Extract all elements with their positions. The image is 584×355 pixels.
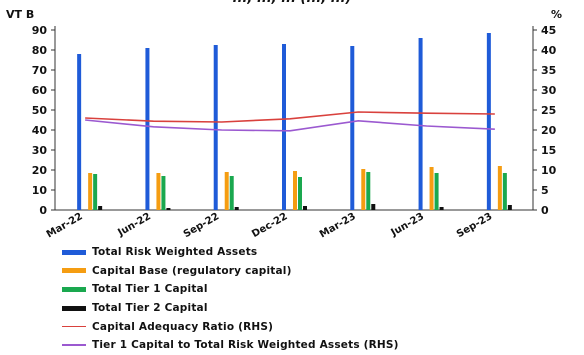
legend-label: Total Tier 1 Capital <box>92 283 208 296</box>
legend-label: Capital Adequacy Ratio (RHS) <box>92 320 274 333</box>
bar-2-mar-22 <box>93 174 98 210</box>
bar-3-dec-22 <box>303 206 307 210</box>
bar-3-sep-22 <box>234 207 239 210</box>
bar-2-jun-23 <box>434 173 439 210</box>
legend-swatch <box>62 325 86 328</box>
x-tick-label: Dec-22 <box>250 211 289 240</box>
x-tick-label: Sep-23 <box>455 211 494 240</box>
right-tick-label: 0 <box>541 204 549 217</box>
bar-0-mar-22 <box>77 54 82 210</box>
legend-entry: Capital Base (regulatory capital) <box>62 262 399 281</box>
legend-swatch <box>62 268 86 274</box>
x-tick-label: Jun-23 <box>389 211 427 239</box>
bar-1-jun-22 <box>156 173 161 210</box>
left-tick-label: 0 <box>39 204 47 217</box>
left-tick-label: 80 <box>32 44 48 57</box>
bar-3-jun-23 <box>439 207 444 210</box>
bar-2-jun-22 <box>161 176 166 210</box>
left-tick-label: 30 <box>32 144 48 157</box>
bar-2-dec-22 <box>298 177 302 210</box>
left-tick-label: 50 <box>32 104 48 117</box>
line-series-4 <box>85 111 495 123</box>
bar-3-jun-22 <box>166 208 171 210</box>
legend-label: Tier 1 Capital to Total Risk Weighted As… <box>92 339 399 352</box>
x-tick-label: Mar-22 <box>45 211 85 240</box>
left-axis-unit: VT B <box>6 8 35 21</box>
legend-entry: Capital Adequacy Ratio (RHS) <box>62 317 399 336</box>
bar-1-sep-22 <box>224 172 229 210</box>
left-tick-label: 40 <box>32 124 48 137</box>
bar-3-mar-22 <box>98 206 103 210</box>
legend-swatch <box>62 305 86 311</box>
chart-caption: ..., ..., ... (..., ...) <box>0 0 584 6</box>
legend-entry: Total Risk Weighted Assets <box>62 243 399 262</box>
right-tick-label: 10 <box>541 164 557 177</box>
bar-1-mar-23 <box>361 169 366 210</box>
legend-swatch <box>62 249 86 255</box>
left-tick-label: 60 <box>32 84 48 97</box>
bar-0-jun-23 <box>418 38 423 210</box>
bar-1-sep-23 <box>497 166 502 210</box>
bar-1-jun-23 <box>429 167 434 210</box>
bar-0-jun-22 <box>145 48 150 210</box>
legend-entry: Total Tier 2 Capital <box>62 299 399 318</box>
legend-swatch <box>62 286 86 292</box>
chart-plot: 0 10 20 30 40 50 60 70 80 90 0 5 10 15 20 25 30 35 40 45 Mar… <box>32 24 557 240</box>
left-tick-label: 10 <box>32 184 48 197</box>
bar-1-dec-22 <box>293 171 297 210</box>
bar-3-mar-23 <box>371 204 376 210</box>
right-tick-label: 35 <box>541 64 556 77</box>
right-tick-label: 40 <box>541 44 557 57</box>
bar-2-sep-23 <box>502 173 507 210</box>
legend-entry: Tier 1 Capital to Total Risk Weighted As… <box>62 336 399 355</box>
right-tick-label: 20 <box>541 124 557 137</box>
right-axis-unit: % <box>551 8 563 21</box>
x-tick-label: Mar-23 <box>318 211 358 240</box>
left-tick-label: 70 <box>32 64 48 77</box>
line-series-5 <box>85 119 495 132</box>
x-tick-label: Sep-22 <box>182 211 221 240</box>
bar-1-mar-22 <box>88 173 93 210</box>
legend-label: Total Tier 2 Capital <box>92 302 208 315</box>
left-tick-label: 20 <box>32 164 48 177</box>
bar-3-sep-23 <box>507 205 512 210</box>
bar-0-mar-23 <box>350 46 355 210</box>
legend-label: Total Risk Weighted Assets <box>92 246 258 259</box>
bar-2-sep-22 <box>229 176 234 210</box>
right-tick-label: 45 <box>541 24 556 37</box>
bar-0-sep-22 <box>213 45 218 210</box>
legend-entry: Total Tier 1 Capital <box>62 280 399 299</box>
right-tick-label: 15 <box>541 144 556 157</box>
bar-0-dec-22 <box>282 44 286 210</box>
legend-swatch <box>62 344 86 347</box>
right-tick-label: 5 <box>541 184 549 197</box>
bar-0-sep-23 <box>486 33 491 210</box>
x-tick-label: Jun-22 <box>115 211 153 239</box>
right-tick-label: 30 <box>541 84 557 97</box>
bar-2-mar-23 <box>366 172 371 210</box>
right-tick-label: 25 <box>541 104 556 117</box>
legend-label: Capital Base (regulatory capital) <box>92 264 292 277</box>
left-tick-label: 90 <box>32 24 48 37</box>
